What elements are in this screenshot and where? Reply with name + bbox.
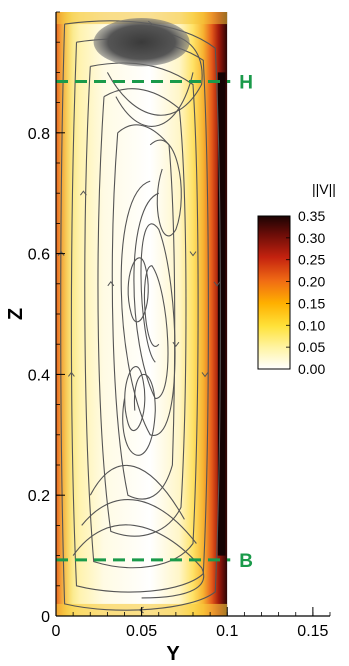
x-tick-label: 0 [52, 623, 61, 640]
marker-lines: HB [56, 72, 253, 572]
x-axis-title: Y [166, 643, 180, 665]
colorbar-label: 0.10 [298, 317, 325, 333]
colorbar-label: 0.20 [298, 274, 325, 290]
streamline [122, 374, 156, 456]
streamline [72, 524, 205, 599]
flow-arrow [80, 190, 87, 196]
field-right-wall-jet [217, 72, 226, 556]
colorbar-label: 0.35 [298, 208, 325, 224]
colorbar-scale [257, 215, 291, 370]
colorbar: ||V|| 0.35 0.30 0.25 0.20 0.15 0.10 0.05 0.00 [257, 181, 336, 377]
marker-label-h: H [239, 72, 253, 93]
streamline [115, 72, 194, 127]
y-axis-title: Z [5, 308, 27, 320]
flow-arrow [172, 341, 180, 348]
velocity-field [56, 12, 228, 616]
flow-arrow [189, 251, 197, 257]
y-tick-label: 0.2 [28, 488, 50, 505]
y-tick-label: 0.4 [28, 367, 50, 384]
x-tick-label: 0.05 [126, 623, 157, 640]
colorbar-label: 0.25 [298, 252, 325, 268]
flow-arrow [138, 606, 144, 614]
streamlines [57, 20, 221, 614]
axes: 0 0.05 0.1 0.15 0 0.2 0.4 0.6 0.8 [28, 11, 331, 640]
field-left-wall-layer [56, 12, 74, 616]
y-tick-label: 0.8 [28, 126, 50, 143]
colorbar-label: 0.00 [298, 361, 325, 377]
streamline [127, 257, 149, 323]
marker-label-b: B [239, 551, 253, 572]
colorbar-label: 0.05 [298, 339, 325, 355]
colorbar-label: 0.30 [298, 230, 325, 246]
flow-arrow [57, 250, 65, 256]
streamline [120, 180, 176, 436]
flow-arrow [213, 281, 221, 287]
streamline [81, 499, 197, 544]
streamline [60, 20, 221, 611]
colorbar-label: 0.15 [298, 295, 325, 311]
streamline [84, 62, 199, 569]
flow-arrow [107, 280, 115, 287]
streamline [89, 465, 185, 520]
y-tick-label: 0 [41, 609, 50, 626]
x-tick-label: 0.1 [216, 623, 238, 640]
x-tick-label: 0.15 [297, 623, 328, 640]
flow-arrow [68, 371, 75, 377]
flow-arrow [201, 372, 209, 378]
colorbar-title: ||V|| [312, 181, 336, 197]
upper-vortex-core [93, 18, 190, 67]
streamline [149, 139, 182, 237]
field-background [56, 12, 228, 616]
y-tick-label: 0.6 [28, 247, 50, 264]
